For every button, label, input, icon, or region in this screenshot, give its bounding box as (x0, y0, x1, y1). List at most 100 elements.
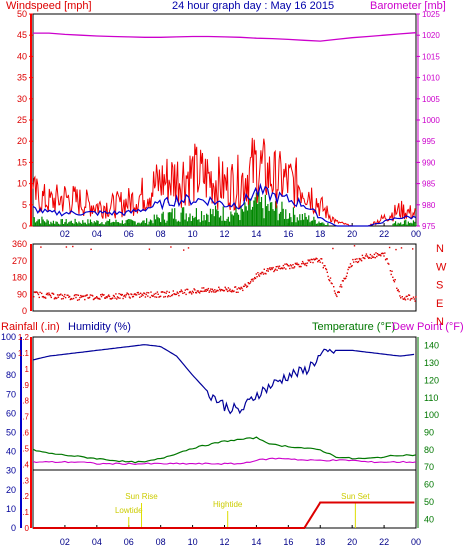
wind-direction-point (377, 254, 380, 256)
wind-direction-point (341, 286, 343, 288)
panel1-x-tick-label: 18 (315, 229, 325, 239)
wind-direction-point (63, 295, 65, 298)
wind-direction-point (184, 289, 186, 291)
panel1-right-tick-label: 1025 (422, 10, 440, 19)
wind-direction-point (408, 294, 411, 296)
wind-direction-point (152, 295, 155, 297)
panel3-temperature-tick-label: 100 (424, 410, 439, 420)
wind-direction-point (83, 295, 85, 297)
wind-direction-point (149, 296, 151, 299)
panel2-frame (32, 243, 417, 312)
wind-direction-point (270, 268, 272, 271)
wind-direction-point (110, 298, 112, 300)
header-title: 24 hour graph day : May 16 2015 (172, 0, 335, 12)
wind-direction-point (238, 287, 241, 290)
wind-direction-point (400, 247, 403, 249)
wind-direction-point (279, 268, 281, 270)
wind-direction-point (44, 296, 46, 298)
wind-direction-point (360, 258, 362, 260)
wind-direction-point (395, 248, 397, 251)
wind-direction-point (102, 294, 104, 296)
panel3-rain-tick-label: .7 (22, 413, 29, 422)
wind-direction-point (317, 260, 320, 262)
wind-direction-point (292, 264, 294, 266)
wind-direction-point (49, 295, 52, 297)
panel3-rain-tick-label: 0 (25, 524, 30, 533)
panel1-x-tick-label: 06 (124, 229, 134, 239)
wind-direction-point (329, 277, 332, 279)
wind-direction-point (73, 294, 76, 297)
wind-direction-point (207, 287, 210, 290)
wind-direction-point (405, 295, 407, 298)
rainfall-series-line (33, 501, 415, 529)
wind-direction-point (179, 291, 181, 293)
wind-direction-point (331, 282, 333, 285)
wind-direction-point (391, 270, 393, 272)
wind-direction-point (384, 252, 386, 254)
wind-direction-point (353, 245, 356, 247)
wind-direction-point (179, 291, 182, 293)
wind-direction-point (301, 263, 303, 265)
wind-direction-point (297, 263, 299, 266)
wind-direction-point (274, 268, 277, 270)
panel3-temperature-tick-label: 110 (424, 393, 438, 403)
panel2-left-tick-label: 90 (17, 289, 27, 299)
wind-direction-point (195, 291, 197, 294)
wind-direction-point (385, 258, 388, 260)
panel3-humidity-tick-label: 90 (6, 351, 16, 361)
header-barometer-label: Barometer [mb] (370, 0, 446, 12)
wind-direction-point (356, 258, 358, 260)
wind-direction-point (84, 295, 87, 297)
panel3-temperature-tick-label: 90 (424, 428, 434, 438)
wind-direction-point (42, 295, 44, 298)
wind-direction-point (371, 255, 373, 257)
wind-direction-point (303, 263, 305, 265)
wind-direction-point (333, 290, 336, 292)
panel1-left-tick-label: 45 (17, 30, 27, 40)
wind-direction-point (352, 258, 354, 261)
wind-direction-point (224, 286, 226, 288)
wind-direction-point (143, 292, 146, 295)
wind-direction-point (76, 299, 79, 301)
wind-direction-point (185, 293, 187, 296)
wind-direction-point (311, 258, 313, 261)
wind-direction-point (81, 295, 84, 297)
wind-direction-point (203, 290, 206, 292)
temperature-axis-label: Temperature (°F) (312, 321, 396, 333)
wind-direction-point (159, 295, 161, 298)
wind-direction-point (237, 291, 239, 293)
wind-direction-point (364, 257, 366, 260)
wind-direction-point (387, 262, 389, 265)
panel3-humidity-tick-label: 100 (1, 332, 16, 342)
wind-direction-point (340, 284, 342, 286)
wind-direction-point (94, 297, 96, 299)
wind-direction-point (123, 295, 125, 297)
wind-direction-point (233, 290, 235, 292)
wind-direction-point (168, 291, 170, 293)
wind-direction-point (392, 279, 395, 281)
wind-direction-point (101, 293, 103, 295)
wind-direction-point (148, 248, 151, 250)
wind-direction-point (169, 295, 171, 298)
wind-direction-point (218, 286, 220, 288)
wind-direction-point (88, 297, 90, 299)
wind-direction-point (272, 266, 274, 269)
wind-direction-point (210, 288, 212, 290)
wind-direction-point (89, 294, 92, 296)
wind-direction-point (388, 246, 391, 249)
wind-direction-point (192, 291, 194, 294)
panel3-temperature-tick-label: 80 (424, 445, 434, 455)
wind-direction-point (298, 265, 301, 268)
wind-direction-point (288, 265, 290, 267)
wind-direction-point (154, 296, 156, 298)
wind-direction-point (368, 256, 371, 259)
wind-direction-point (112, 297, 114, 299)
wind-direction-point (227, 287, 230, 289)
wind-direction-point (147, 292, 150, 294)
panel3-rain-tick-label: 1.1 (18, 349, 30, 358)
wind-direction-point (175, 293, 177, 296)
wind-direction-point (117, 297, 119, 299)
temperature-series-line (32, 436, 417, 464)
wind-direction-point (187, 247, 190, 249)
